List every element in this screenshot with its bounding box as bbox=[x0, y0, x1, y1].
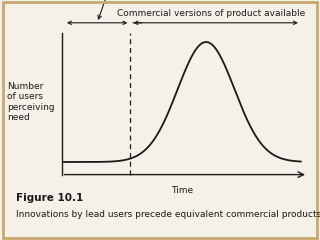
Text: Time: Time bbox=[171, 186, 194, 195]
Text: Figure 10.1: Figure 10.1 bbox=[16, 193, 83, 203]
Text: Commercial versions of product available: Commercial versions of product available bbox=[117, 8, 305, 18]
Text: Innovations by lead users precede equivalent commercial products.: Innovations by lead users precede equiva… bbox=[16, 210, 320, 219]
Text: Number
of users
perceiving
need: Number of users perceiving need bbox=[7, 82, 55, 122]
Text: Only lead user
prototypes available: Only lead user prototypes available bbox=[69, 0, 162, 19]
